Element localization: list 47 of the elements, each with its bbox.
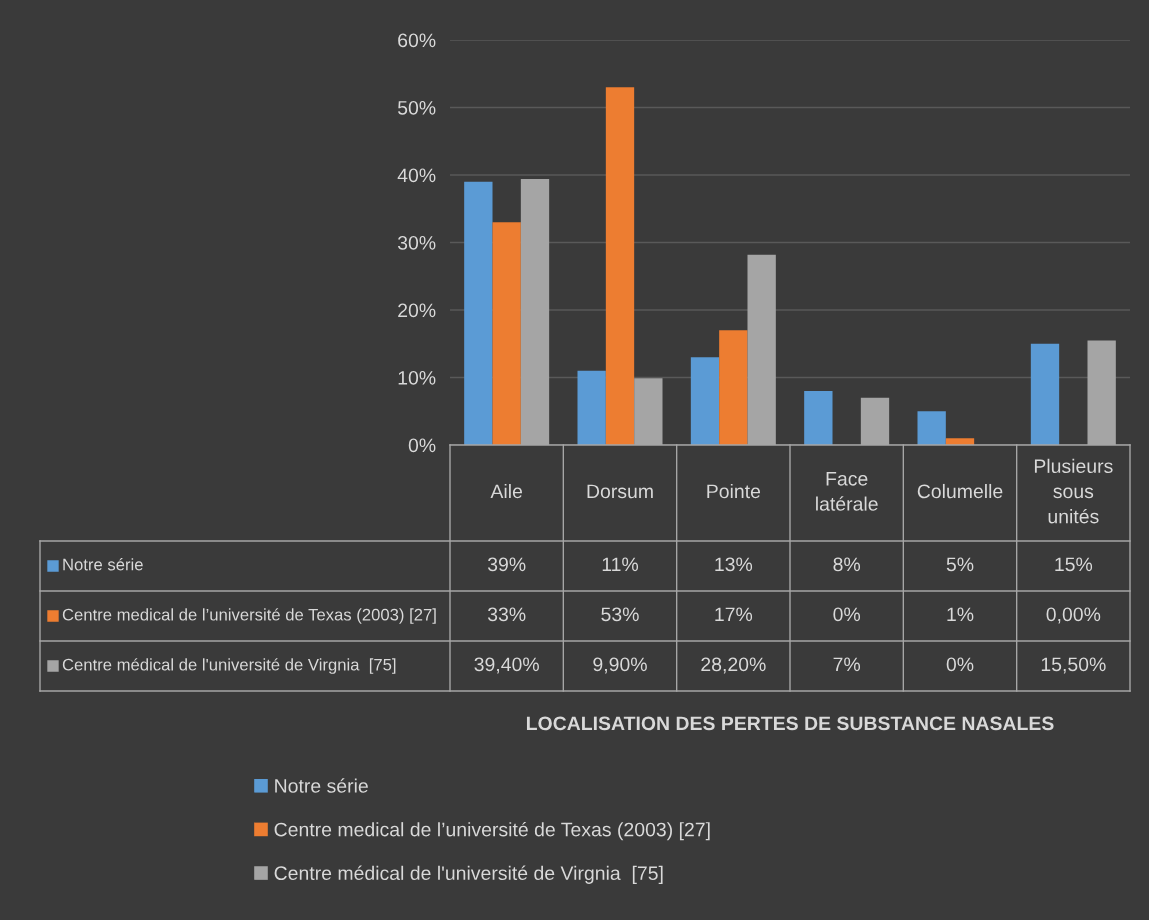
x-tick-label: Dorsum xyxy=(587,484,653,499)
y-tick-label: 10% xyxy=(398,370,436,385)
data-label: 39,40% xyxy=(474,657,539,674)
data-label: 11% xyxy=(602,557,639,572)
legend-label: Notre série xyxy=(63,558,143,571)
legend-label: Centre médical de l'université de Virgnia [75] xyxy=(62,658,396,674)
bar xyxy=(804,391,833,445)
y-tick-label: 60% xyxy=(398,33,436,48)
data-label: 17% xyxy=(715,607,753,622)
bar xyxy=(464,181,493,445)
x-tick-label: Face latérale xyxy=(816,472,878,511)
y-tick-label: 0% xyxy=(408,438,436,453)
x-tick-label: Aile xyxy=(490,483,523,499)
data-label: 28,20% xyxy=(701,657,766,674)
bar xyxy=(605,87,635,445)
bar xyxy=(577,370,606,445)
bar xyxy=(492,222,521,445)
bar xyxy=(719,330,748,445)
y-tick-label: 40% xyxy=(397,168,436,183)
data-label: 15,50% xyxy=(1041,657,1106,674)
data-label: 33% xyxy=(487,607,526,622)
x-tick-label: Columelle xyxy=(917,483,1003,499)
data-label: 0% xyxy=(833,607,861,622)
y-tick-label: 30% xyxy=(397,235,436,250)
data-label: 8% xyxy=(833,557,861,572)
data-label: 15% xyxy=(1055,557,1093,572)
text: Centre médical de l'université de Virgnia [75] xyxy=(274,865,663,884)
data-label: 7% xyxy=(833,657,861,672)
data-label: 39% xyxy=(487,557,526,572)
y-tick-label: 50% xyxy=(397,100,436,115)
legend-label: Centre medical de l’université de Texas (2003) [27] xyxy=(62,608,436,624)
y-tick-label: 20% xyxy=(398,303,436,318)
x-tick-label: Plusieurs sous unités xyxy=(1034,458,1113,524)
data-label: 9,90% xyxy=(593,657,647,674)
data-label: 5% xyxy=(946,557,974,572)
text: Centre medical de l’université de Texas (2003) [27] xyxy=(274,821,710,841)
data-label: 13% xyxy=(715,557,753,572)
bar xyxy=(1030,343,1060,445)
text: LOCALISATION DES PERTES DE SUBSTANCE NASALES xyxy=(526,716,1054,731)
text: Notre série xyxy=(275,778,368,793)
x-tick-label: Pointe xyxy=(707,483,761,499)
data-label: 0,00% xyxy=(1046,607,1101,624)
data-label: 53% xyxy=(601,607,639,622)
bar xyxy=(690,357,720,445)
data-label: 1% xyxy=(947,607,974,622)
bar xyxy=(917,411,946,445)
data-label: 0% xyxy=(946,657,974,672)
